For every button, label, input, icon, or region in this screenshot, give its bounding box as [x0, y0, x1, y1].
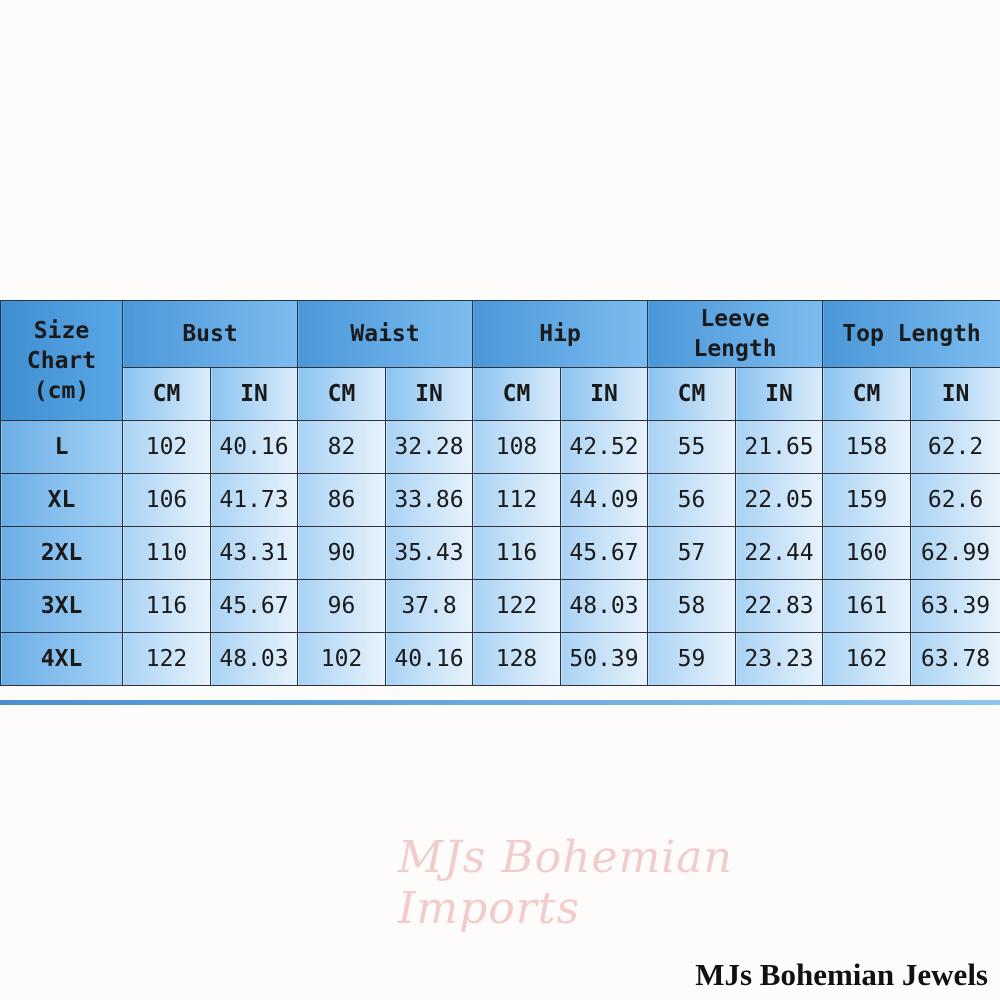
hip-cm: 128: [472, 632, 562, 686]
header-sleeve-length: Leeve Length: [647, 300, 824, 368]
hip-in: 42.52: [560, 420, 649, 474]
waist-in: 37.8: [385, 579, 474, 633]
bust-cm: 116: [122, 579, 211, 633]
waist-in: 32.28: [385, 420, 474, 474]
bust-cm: 102: [122, 420, 211, 474]
corner-line: Size: [33, 317, 90, 344]
sleeve-cm: 57: [647, 526, 737, 580]
unit-in: IN: [910, 367, 1000, 421]
unit-in: IN: [385, 367, 474, 421]
table-row: 4XL 122 48.03 102 40.16 128 50.39 59 23.…: [0, 632, 1000, 686]
sleeve-cm: 56: [647, 473, 737, 527]
hip-in: 44.09: [560, 473, 649, 527]
waist-cm: 86: [297, 473, 387, 527]
brand-label: MJs Bohemian Jewels: [695, 957, 988, 992]
top-length-cm: 159: [822, 473, 912, 527]
header-waist: Waist: [297, 300, 474, 368]
header-top-length-label: Top Length: [842, 321, 981, 347]
waist-in: 40.16: [385, 632, 474, 686]
table-row: 3XL 116 45.67 96 37.8 122 48.03 58 22.83…: [0, 579, 1000, 633]
unit-cm: CM: [122, 367, 211, 421]
bust-in: 40.16: [209, 420, 299, 474]
hip-cm: 108: [472, 420, 562, 474]
size-label: L: [0, 420, 123, 474]
waist-in: 35.43: [385, 526, 474, 580]
waist-cm: 82: [297, 420, 387, 474]
sleeve-cm: 58: [647, 579, 737, 633]
header-bust-label: Bust: [182, 321, 238, 347]
sleeve-in: 22.83: [735, 579, 824, 633]
top-length-in: 63.78: [910, 632, 1000, 686]
hip-in: 48.03: [560, 579, 649, 633]
unit-cm: CM: [472, 367, 562, 421]
sleeve-in: 22.44: [735, 526, 824, 580]
unit-cm: CM: [822, 367, 912, 421]
bust-cm: 106: [122, 473, 211, 527]
unit-in: IN: [560, 367, 649, 421]
size-label: 4XL: [0, 632, 123, 686]
sleeve-in: 21.65: [735, 420, 824, 474]
top-length-in: 62.2: [910, 420, 1000, 474]
top-length-cm: 160: [822, 526, 912, 580]
hip-in: 45.67: [560, 526, 649, 580]
table-bottom-strip: [0, 700, 1000, 705]
waist-cm: 90: [297, 526, 387, 580]
hip-cm: 122: [472, 579, 562, 633]
header-sleeve-label: Length: [693, 336, 777, 362]
corner-line: (cm): [33, 377, 90, 404]
top-length-cm: 161: [822, 579, 912, 633]
sleeve-cm: 55: [647, 420, 737, 474]
hip-in: 50.39: [560, 632, 649, 686]
top-length-cm: 162: [822, 632, 912, 686]
unit-cm: CM: [647, 367, 737, 421]
waist-cm: 102: [297, 632, 387, 686]
header-hip-label: Hip: [539, 321, 581, 347]
watermark: MJs Bohemian Imports: [398, 832, 733, 934]
bust-in: 41.73: [209, 473, 299, 527]
header-hip: Hip: [472, 300, 649, 368]
hip-cm: 112: [472, 473, 562, 527]
size-label: 3XL: [0, 579, 123, 633]
size-label: XL: [0, 473, 123, 527]
sleeve-in: 23.23: [735, 632, 824, 686]
bust-cm: 122: [122, 632, 211, 686]
header-bust: Bust: [121, 300, 299, 368]
top-length-in: 62.6: [910, 473, 1000, 527]
waist-cm: 96: [297, 579, 387, 633]
bust-cm: 110: [122, 526, 211, 580]
top-length-in: 63.39: [910, 579, 1000, 633]
header-waist-label: Waist: [350, 321, 420, 347]
unit-in: IN: [735, 367, 824, 421]
sleeve-in: 22.05: [735, 473, 824, 527]
corner-line: Chart: [26, 347, 97, 374]
hip-cm: 116: [472, 526, 562, 580]
header-sleeve-label: Leeve: [700, 306, 770, 332]
table-row: L 102 40.16 82 32.28 108 42.52 55 21.65 …: [0, 420, 1000, 474]
size-label: 2XL: [0, 526, 123, 580]
unit-cm: CM: [297, 367, 387, 421]
table-row: XL 106 41.73 86 33.86 112 44.09 56 22.05…: [0, 473, 1000, 527]
waist-in: 33.86: [385, 473, 474, 527]
sleeve-cm: 59: [647, 632, 737, 686]
top-length-in: 62.99: [910, 526, 1000, 580]
unit-in: IN: [209, 367, 299, 421]
bust-in: 48.03: [209, 632, 299, 686]
size-chart-corner: Size Chart (cm): [0, 300, 123, 421]
bust-in: 45.67: [209, 579, 299, 633]
table-row: 2XL 110 43.31 90 35.43 116 45.67 57 22.4…: [0, 526, 1000, 580]
header-top-length: Top Length: [822, 300, 1000, 368]
bust-in: 43.31: [209, 526, 299, 580]
top-length-cm: 158: [822, 420, 912, 474]
size-chart-table: Size Chart (cm) Bust Waist Hip Leeve Len…: [0, 300, 1000, 686]
